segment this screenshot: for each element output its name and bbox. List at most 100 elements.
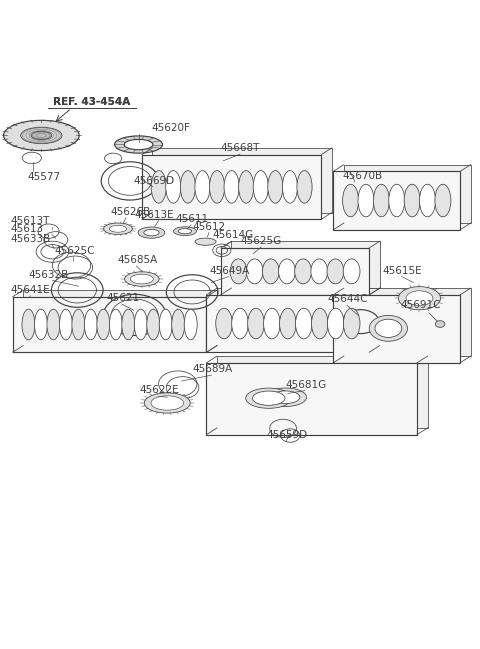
Text: REF. 43-454A: REF. 43-454A [53,97,130,106]
Ellipse shape [84,309,97,340]
Ellipse shape [134,309,147,340]
Polygon shape [217,356,428,428]
Polygon shape [344,288,471,356]
Text: 45622E: 45622E [140,386,180,395]
Ellipse shape [278,259,295,284]
Polygon shape [206,295,369,352]
Text: 45669D: 45669D [133,176,174,186]
Ellipse shape [72,309,85,340]
Ellipse shape [104,223,132,234]
Polygon shape [153,148,332,212]
Ellipse shape [398,287,441,310]
Ellipse shape [420,184,435,217]
Ellipse shape [209,171,225,203]
Ellipse shape [282,171,298,203]
Ellipse shape [109,309,122,340]
Ellipse shape [246,388,292,408]
Ellipse shape [246,259,263,284]
Ellipse shape [373,184,389,217]
Ellipse shape [239,171,254,203]
Ellipse shape [252,391,285,406]
Ellipse shape [369,315,408,341]
Ellipse shape [180,171,195,203]
Ellipse shape [144,393,190,413]
Ellipse shape [264,388,307,406]
Ellipse shape [21,127,62,143]
Ellipse shape [296,308,312,339]
Text: 45625C: 45625C [55,245,95,256]
Ellipse shape [343,184,359,217]
Ellipse shape [263,259,279,284]
Ellipse shape [389,184,405,217]
Ellipse shape [172,309,185,340]
Polygon shape [221,248,369,295]
Text: 45611: 45611 [176,214,209,224]
Polygon shape [12,297,206,352]
Ellipse shape [435,184,451,217]
Ellipse shape [22,309,35,340]
Polygon shape [333,171,460,230]
Ellipse shape [60,309,72,340]
Ellipse shape [35,309,48,340]
Ellipse shape [216,308,232,339]
Polygon shape [23,290,217,345]
Polygon shape [206,363,417,435]
Ellipse shape [435,321,445,327]
Ellipse shape [3,120,79,151]
Ellipse shape [232,308,248,339]
Polygon shape [333,295,460,363]
Ellipse shape [115,136,162,153]
Ellipse shape [297,171,312,203]
Ellipse shape [144,229,159,236]
Ellipse shape [343,308,360,339]
Ellipse shape [97,309,110,340]
Text: 45614G: 45614G [212,230,253,240]
Ellipse shape [404,184,420,217]
Polygon shape [142,154,322,219]
Ellipse shape [138,227,165,238]
Text: 45613: 45613 [10,223,43,234]
Text: 45689A: 45689A [192,364,232,374]
Text: 45625G: 45625G [241,236,282,246]
Ellipse shape [166,171,181,203]
Text: 45691C: 45691C [401,300,441,310]
Ellipse shape [151,171,167,203]
Ellipse shape [147,309,160,340]
Ellipse shape [159,309,172,340]
Ellipse shape [406,291,433,306]
Text: 45649A: 45649A [209,265,250,276]
Ellipse shape [248,308,264,339]
Ellipse shape [109,225,127,232]
Text: 45577: 45577 [27,172,60,182]
Ellipse shape [125,272,159,286]
Text: 45685A: 45685A [117,255,157,265]
Ellipse shape [279,308,296,339]
Text: 45615E: 45615E [382,265,421,276]
Text: 45668T: 45668T [220,143,260,153]
Text: 45613T: 45613T [10,216,49,226]
Text: 45612: 45612 [192,222,226,232]
Ellipse shape [268,171,283,203]
Ellipse shape [131,275,154,284]
Text: 45641E: 45641E [10,285,50,295]
Ellipse shape [151,396,183,410]
Text: 45681G: 45681G [286,380,327,389]
Ellipse shape [253,171,268,203]
Ellipse shape [224,171,239,203]
Text: 45620F: 45620F [151,123,190,133]
Text: 45633B: 45633B [10,234,50,244]
Ellipse shape [312,308,328,339]
Text: REF. 43-454A: REF. 43-454A [53,97,130,106]
Ellipse shape [122,309,135,340]
Text: 45644C: 45644C [328,295,369,304]
Ellipse shape [358,184,374,217]
Ellipse shape [327,259,344,284]
Text: 45659D: 45659D [266,430,308,440]
Text: 45632B: 45632B [28,269,69,280]
Ellipse shape [124,140,153,150]
Ellipse shape [264,308,280,339]
Text: 45613E: 45613E [134,210,174,220]
Ellipse shape [184,309,197,340]
Polygon shape [344,165,471,223]
Ellipse shape [195,238,216,245]
